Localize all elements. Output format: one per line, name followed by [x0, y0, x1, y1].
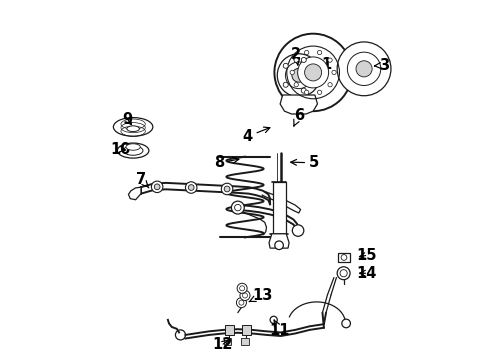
Circle shape — [301, 58, 306, 62]
Circle shape — [236, 298, 246, 308]
Circle shape — [328, 58, 332, 62]
Circle shape — [231, 201, 245, 214]
Text: 13: 13 — [249, 288, 272, 303]
Text: 8: 8 — [214, 155, 239, 170]
Ellipse shape — [126, 144, 140, 150]
Circle shape — [328, 82, 332, 87]
Circle shape — [151, 181, 163, 193]
Circle shape — [337, 42, 391, 96]
Ellipse shape — [113, 118, 153, 136]
Circle shape — [342, 319, 350, 328]
Circle shape — [221, 183, 233, 195]
Ellipse shape — [127, 126, 139, 132]
Circle shape — [274, 34, 352, 111]
Bar — [225, 325, 234, 335]
Bar — [242, 338, 248, 345]
Text: 14: 14 — [357, 266, 377, 281]
Ellipse shape — [123, 146, 143, 155]
Circle shape — [297, 57, 329, 88]
Text: 12: 12 — [212, 337, 232, 352]
Circle shape — [318, 50, 322, 55]
Text: 5: 5 — [291, 155, 319, 170]
Text: 10: 10 — [110, 141, 130, 157]
Bar — [338, 253, 350, 262]
Circle shape — [318, 90, 322, 94]
Text: 7: 7 — [136, 172, 149, 188]
Circle shape — [332, 70, 336, 75]
Circle shape — [304, 90, 309, 94]
Circle shape — [356, 61, 372, 77]
Text: 15: 15 — [357, 248, 377, 263]
Circle shape — [224, 186, 230, 192]
Circle shape — [186, 182, 197, 193]
Polygon shape — [280, 95, 318, 114]
Circle shape — [277, 54, 320, 97]
Circle shape — [275, 241, 283, 249]
Circle shape — [304, 50, 309, 55]
Circle shape — [305, 64, 321, 81]
Circle shape — [293, 225, 304, 236]
Ellipse shape — [117, 143, 149, 158]
Circle shape — [240, 291, 250, 301]
Circle shape — [188, 185, 194, 190]
Text: 9: 9 — [122, 112, 132, 126]
Circle shape — [154, 184, 160, 190]
Circle shape — [283, 82, 288, 87]
Text: 3: 3 — [374, 58, 389, 73]
Text: 2: 2 — [291, 47, 301, 65]
Circle shape — [294, 58, 298, 62]
Polygon shape — [128, 187, 141, 200]
Circle shape — [283, 63, 288, 68]
Bar — [224, 338, 231, 345]
Circle shape — [313, 73, 318, 78]
Bar — [272, 182, 286, 234]
Circle shape — [270, 316, 277, 323]
Text: 11: 11 — [269, 320, 290, 338]
Polygon shape — [269, 234, 289, 248]
Circle shape — [292, 68, 306, 82]
Circle shape — [301, 88, 306, 93]
Circle shape — [175, 330, 186, 340]
Text: 1: 1 — [317, 57, 331, 72]
Circle shape — [290, 70, 294, 75]
Bar — [242, 325, 251, 335]
Circle shape — [237, 283, 247, 293]
Circle shape — [337, 267, 350, 280]
Text: 6: 6 — [294, 108, 304, 126]
Text: 4: 4 — [243, 127, 270, 144]
Circle shape — [294, 82, 298, 87]
